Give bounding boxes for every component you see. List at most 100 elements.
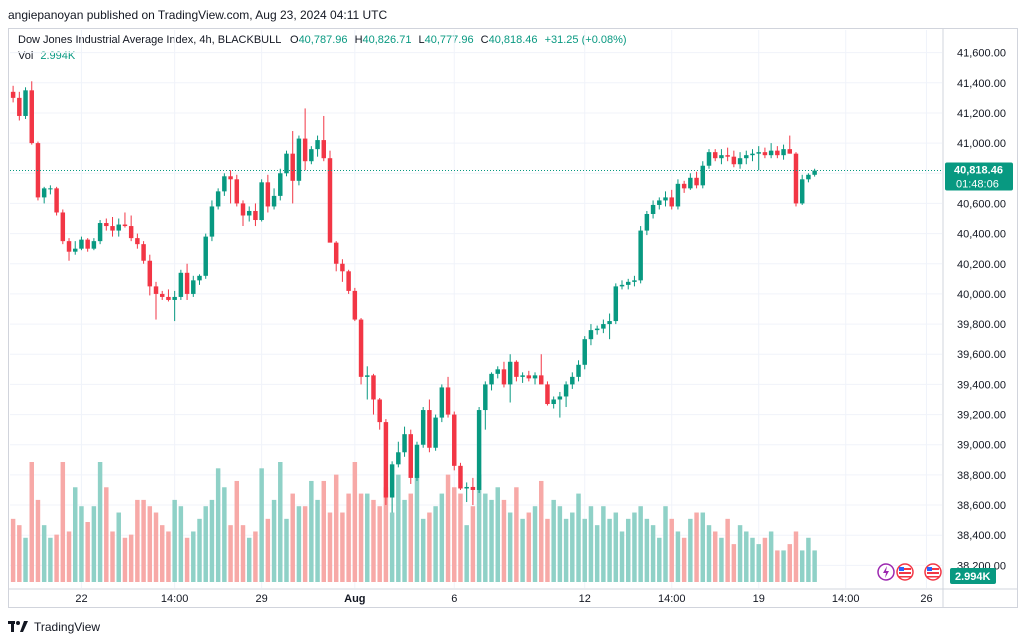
volume-bar xyxy=(66,531,72,582)
volume-bar xyxy=(203,506,208,582)
candle-body xyxy=(371,375,376,400)
high-label: H xyxy=(354,34,363,46)
volume-bar xyxy=(414,474,420,582)
close-label: C xyxy=(480,34,489,46)
y-tick-label: 41,400.00 xyxy=(957,78,1006,90)
candle-body xyxy=(514,361,519,377)
candle-body xyxy=(10,91,16,98)
candle-body xyxy=(613,286,619,322)
candle-body xyxy=(73,248,78,252)
volume-bar xyxy=(669,518,674,582)
candle-body xyxy=(159,293,165,297)
published-line: angiepanoyan published on TradingView.co… xyxy=(8,8,388,22)
volume-bar xyxy=(700,512,706,582)
volume-bar xyxy=(681,537,687,582)
tradingview-logo-icon[interactable] xyxy=(8,621,28,633)
volume-bar xyxy=(23,537,28,582)
volume-bar xyxy=(166,531,171,582)
volume-bar xyxy=(309,480,314,582)
footer-brand: TradingView xyxy=(34,620,101,634)
dividend-event-icon[interactable] xyxy=(877,563,895,581)
y-tick-label: 41,000.00 xyxy=(957,138,1006,150)
candle-body xyxy=(66,241,72,252)
candle-body xyxy=(240,203,246,216)
volume-bar xyxy=(483,493,488,582)
volume-bar xyxy=(346,493,351,582)
volume-bar xyxy=(290,493,295,582)
candle-body xyxy=(725,155,730,157)
volume-bar xyxy=(750,537,755,582)
price-axis[interactable]: 41,600.00 41,400.00 41,200.00 41,000.00 40,8… xyxy=(8,28,1018,608)
candle-body xyxy=(706,152,712,166)
candle-body xyxy=(793,153,799,204)
x-tick-label: 22 xyxy=(75,593,87,605)
candle-body xyxy=(650,204,656,214)
candle-body xyxy=(197,275,202,281)
candle-body xyxy=(476,410,482,490)
candle-body xyxy=(178,272,184,297)
candle-body xyxy=(750,153,755,156)
candle-body xyxy=(495,369,500,374)
volume-bar xyxy=(768,531,774,582)
candle-body xyxy=(625,281,631,285)
candle-body xyxy=(557,396,563,400)
candle-body xyxy=(501,369,507,385)
time-axis[interactable]: 22 14:00 29 Aug 6 12 14:00 19 14:00 26 xyxy=(75,593,932,605)
y-tick-label: 39,000.00 xyxy=(957,440,1006,452)
candle-body xyxy=(104,223,109,227)
y-tick-label: 41,200.00 xyxy=(957,108,1006,120)
volume-bar xyxy=(775,550,780,582)
y-tick-label: 41,600.00 xyxy=(957,48,1006,60)
candle-body xyxy=(184,272,190,294)
candle-body xyxy=(470,486,476,490)
candle-body xyxy=(122,224,128,227)
candle-body xyxy=(23,90,28,116)
volume-bar xyxy=(178,506,184,582)
volume-bar xyxy=(427,512,432,582)
volume-bar xyxy=(191,531,196,582)
us-flag-icon[interactable] xyxy=(896,563,914,581)
candle-body xyxy=(396,452,401,465)
volume-bar xyxy=(234,480,240,582)
candle-body xyxy=(420,410,426,445)
volume-bar xyxy=(632,512,637,582)
candle-body xyxy=(638,230,643,281)
candle-body xyxy=(787,149,793,154)
candle-body xyxy=(17,97,22,116)
volume-bar xyxy=(91,506,97,582)
volume-bar xyxy=(501,499,507,582)
volume-bar xyxy=(340,512,345,582)
us-flag-icon-2[interactable] xyxy=(924,563,942,581)
volume-bar xyxy=(128,534,134,582)
current-price-tag: 40,818.46 01:48:06 xyxy=(945,162,1013,191)
candle-body xyxy=(712,152,718,159)
low-value: 40,777.96 xyxy=(424,34,474,46)
candle-body xyxy=(128,226,134,239)
volume-bar xyxy=(688,518,693,582)
y-tick-label: 38,800.00 xyxy=(957,470,1006,482)
candle-body xyxy=(539,375,544,385)
y-tick-label: 39,400.00 xyxy=(957,379,1006,391)
candle-body xyxy=(644,213,650,231)
volume-bar xyxy=(576,493,581,582)
y-tick-label: 38,600.00 xyxy=(957,500,1006,512)
candle-body xyxy=(607,321,612,325)
candle-body xyxy=(383,422,389,498)
candle-body xyxy=(681,183,687,189)
volume-bar xyxy=(563,518,569,582)
x-tick-label: 19 xyxy=(753,593,765,605)
volume-bar xyxy=(582,518,587,582)
volume-bar xyxy=(35,499,41,582)
close-value: 40,818.46 xyxy=(488,34,538,46)
volume-bars xyxy=(10,462,817,582)
candle-body xyxy=(327,158,333,243)
volume-bar xyxy=(781,550,786,582)
volume-bar xyxy=(539,480,544,582)
candle-body xyxy=(775,150,780,156)
candle-body xyxy=(532,375,538,379)
event-icons[interactable] xyxy=(877,563,942,581)
current-price-value: 40,818.46 xyxy=(954,164,1003,176)
candle-body xyxy=(315,140,320,150)
volume-bar xyxy=(762,537,768,582)
